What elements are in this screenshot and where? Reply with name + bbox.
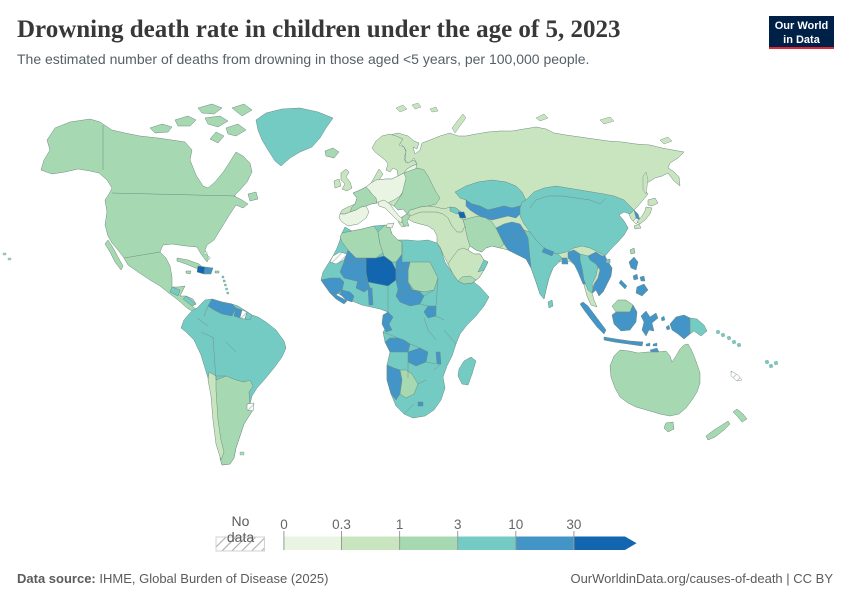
svg-text:0.3: 0.3	[332, 517, 351, 532]
svg-text:10: 10	[508, 517, 523, 532]
svg-text:3: 3	[454, 517, 462, 532]
svg-text:0: 0	[280, 517, 288, 532]
svg-text:30: 30	[566, 517, 581, 532]
svg-text:1: 1	[396, 517, 404, 532]
